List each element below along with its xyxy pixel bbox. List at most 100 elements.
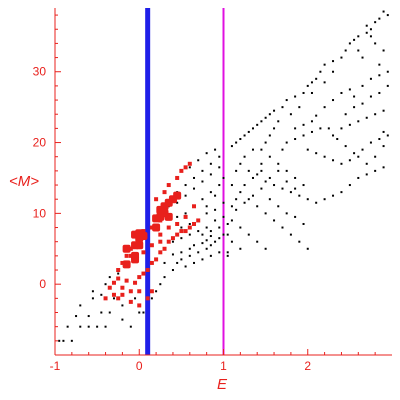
data-point <box>340 127 343 130</box>
y-tick-label: 0 <box>39 277 46 291</box>
data-point <box>369 77 372 80</box>
data-point <box>214 240 217 243</box>
data-point <box>260 169 263 172</box>
highlight-point-small <box>196 218 201 223</box>
data-point <box>273 109 276 112</box>
data-point <box>91 297 94 300</box>
y-tick-label: 20 <box>33 136 47 150</box>
data-point <box>87 325 90 328</box>
data-point <box>104 325 107 328</box>
highlight-point-small <box>111 292 116 297</box>
data-point <box>260 187 263 190</box>
data-point <box>306 247 309 250</box>
data-point <box>230 240 233 243</box>
data-point <box>273 219 276 222</box>
data-point <box>243 134 246 137</box>
data-point <box>302 134 305 137</box>
highlight-point-small <box>179 229 184 234</box>
data-point <box>348 88 351 91</box>
highlight-point-small <box>141 250 146 255</box>
data-point <box>344 49 347 52</box>
data-point <box>108 276 111 279</box>
data-point <box>176 261 179 264</box>
data-point <box>159 283 162 286</box>
data-point <box>294 215 297 218</box>
data-point <box>209 173 212 176</box>
data-point <box>382 166 385 169</box>
data-point <box>315 114 318 117</box>
data-point <box>163 276 166 279</box>
data-point <box>369 28 372 31</box>
highlight-point-small <box>162 190 167 195</box>
highlight-point-small <box>120 292 125 297</box>
data-point <box>79 304 82 307</box>
data-point <box>344 113 347 116</box>
data-point <box>323 106 326 109</box>
data-point <box>214 148 217 151</box>
highlight-point-large <box>122 260 131 269</box>
highlight-point-small <box>111 280 116 285</box>
highlight-point-small <box>170 236 175 241</box>
highlight-point-small <box>158 239 163 244</box>
data-point <box>302 184 305 187</box>
data-point <box>277 120 280 123</box>
data-point <box>171 240 174 243</box>
data-point <box>310 120 313 123</box>
highlight-point-small <box>175 221 180 226</box>
data-point <box>361 102 364 105</box>
data-point <box>251 176 254 179</box>
data-point <box>294 138 297 141</box>
data-point <box>91 290 94 293</box>
data-point <box>176 215 179 218</box>
data-point <box>348 123 351 126</box>
data-point <box>264 180 267 183</box>
data-point <box>340 162 343 165</box>
data-point <box>298 106 301 109</box>
data-point <box>171 253 174 256</box>
data-point <box>365 116 368 119</box>
data-point <box>382 49 385 52</box>
data-point <box>306 84 309 87</box>
data-point <box>378 17 381 20</box>
data-point <box>201 233 204 236</box>
data-point <box>268 155 271 158</box>
data-point <box>319 70 322 73</box>
highlight-point-small <box>116 296 121 301</box>
data-point <box>302 91 305 94</box>
data-point <box>184 212 187 215</box>
data-point <box>310 81 313 84</box>
highlight-point-small <box>154 257 159 262</box>
highlight-point-small <box>120 260 125 265</box>
highlight-point-large <box>122 244 131 253</box>
data-point <box>155 290 158 293</box>
data-point <box>205 152 208 155</box>
data-point <box>348 184 351 187</box>
data-point <box>230 205 233 208</box>
data-point <box>285 169 288 172</box>
highlight-point-small <box>149 289 154 294</box>
data-point <box>340 56 343 59</box>
data-point <box>129 325 132 328</box>
reference-lines <box>145 8 225 355</box>
highlight-point-small <box>154 197 159 202</box>
data-point <box>75 315 78 318</box>
data-point <box>264 141 267 144</box>
highlight-point-small <box>149 260 154 265</box>
data-point <box>209 235 212 238</box>
data-point <box>374 113 377 116</box>
data-point <box>378 63 381 66</box>
data-point <box>188 254 191 257</box>
data-point <box>281 148 284 151</box>
data-point <box>230 184 233 187</box>
data-point <box>374 169 377 172</box>
data-point <box>218 184 221 187</box>
data-point <box>214 194 217 197</box>
data-point <box>171 269 174 272</box>
data-point <box>62 339 65 342</box>
data-point <box>205 239 208 242</box>
data-point <box>230 145 233 148</box>
data-point <box>205 226 208 229</box>
highlight-point-small <box>124 278 129 283</box>
data-point <box>104 283 107 286</box>
